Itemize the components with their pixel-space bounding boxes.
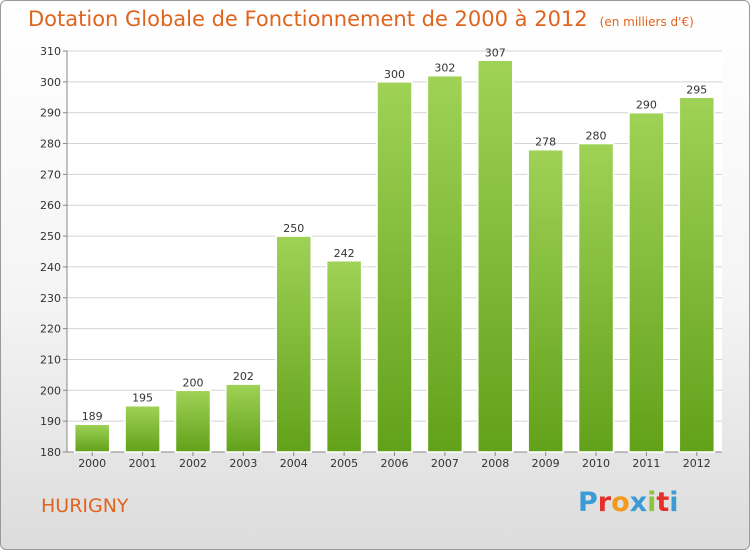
y-tick-label: 220 <box>40 323 61 336</box>
bar-value-label: 200 <box>182 376 203 389</box>
bar <box>275 235 312 453</box>
logo-letter: o <box>611 487 630 518</box>
logo-letter: x <box>629 487 648 518</box>
y-tick-label: 240 <box>40 261 61 274</box>
y-tick-label: 270 <box>40 168 61 181</box>
x-tick-label: 2006 <box>381 457 409 470</box>
bar-value-label: 280 <box>586 130 607 143</box>
unit-label: (en milliers d'€) <box>599 15 694 29</box>
bar <box>124 404 161 453</box>
bar <box>628 111 665 453</box>
bar <box>577 142 615 453</box>
x-tick-label: 2001 <box>129 457 157 470</box>
x-tick-label: 2008 <box>481 457 509 470</box>
x-tick-label: 2009 <box>532 457 560 470</box>
bar-value-label: 307 <box>485 46 506 59</box>
y-tick-label: 290 <box>40 107 61 120</box>
bar-value-label: 278 <box>535 136 556 149</box>
bar-value-label: 202 <box>233 370 254 383</box>
chart-title-text: Dotation Globale de Fonctionnement de 20… <box>28 7 588 31</box>
y-tick-label: 190 <box>40 415 61 428</box>
x-tick-label: 2012 <box>683 457 711 470</box>
x-tick-label: 2000 <box>78 457 106 470</box>
bar <box>426 74 464 453</box>
logo-letter: t <box>656 487 670 518</box>
bar <box>73 423 111 453</box>
bar <box>174 389 212 453</box>
bar-value-label: 300 <box>384 68 405 81</box>
y-tick-label: 200 <box>40 384 61 397</box>
logo-letter: r <box>597 487 612 518</box>
y-tick-label: 210 <box>40 353 61 366</box>
x-tick-label: 2003 <box>229 457 257 470</box>
y-tick-label: 300 <box>40 76 61 89</box>
y-tick-label: 310 <box>40 45 61 58</box>
x-tick-label: 2002 <box>179 457 207 470</box>
chart-title: Dotation Globale de Fonctionnement de 20… <box>28 7 694 31</box>
x-tick-label: 2007 <box>431 457 459 470</box>
bar-value-label: 302 <box>434 62 455 75</box>
bar-value-label: 250 <box>283 222 304 235</box>
bar <box>477 59 514 453</box>
y-tick-label: 280 <box>40 138 61 151</box>
bar <box>325 260 363 453</box>
bar <box>225 383 262 453</box>
x-tick-label: 2004 <box>280 457 308 470</box>
bar-value-label: 189 <box>82 410 103 423</box>
x-tick-label: 2005 <box>330 457 358 470</box>
y-tick-label: 230 <box>40 292 61 305</box>
bar-value-label: 295 <box>686 83 707 96</box>
bar-value-label: 195 <box>132 392 153 405</box>
logo-letter: i <box>647 487 657 518</box>
y-tick-label: 180 <box>40 446 61 459</box>
logo-letter: P <box>578 487 598 518</box>
x-tick-label: 2010 <box>582 457 610 470</box>
x-tick-label: 2011 <box>632 457 660 470</box>
logo-letter: i <box>669 487 679 518</box>
bar-value-label: 290 <box>636 99 657 112</box>
y-tick-label: 250 <box>40 230 61 243</box>
bar <box>678 96 716 453</box>
proxiti-logo: Proxiti <box>578 487 679 518</box>
y-tick-label: 260 <box>40 199 61 212</box>
bar-value-label: 242 <box>334 247 355 260</box>
bar <box>376 81 413 453</box>
commune-name: HURIGNY <box>41 495 129 517</box>
bar <box>527 148 564 453</box>
